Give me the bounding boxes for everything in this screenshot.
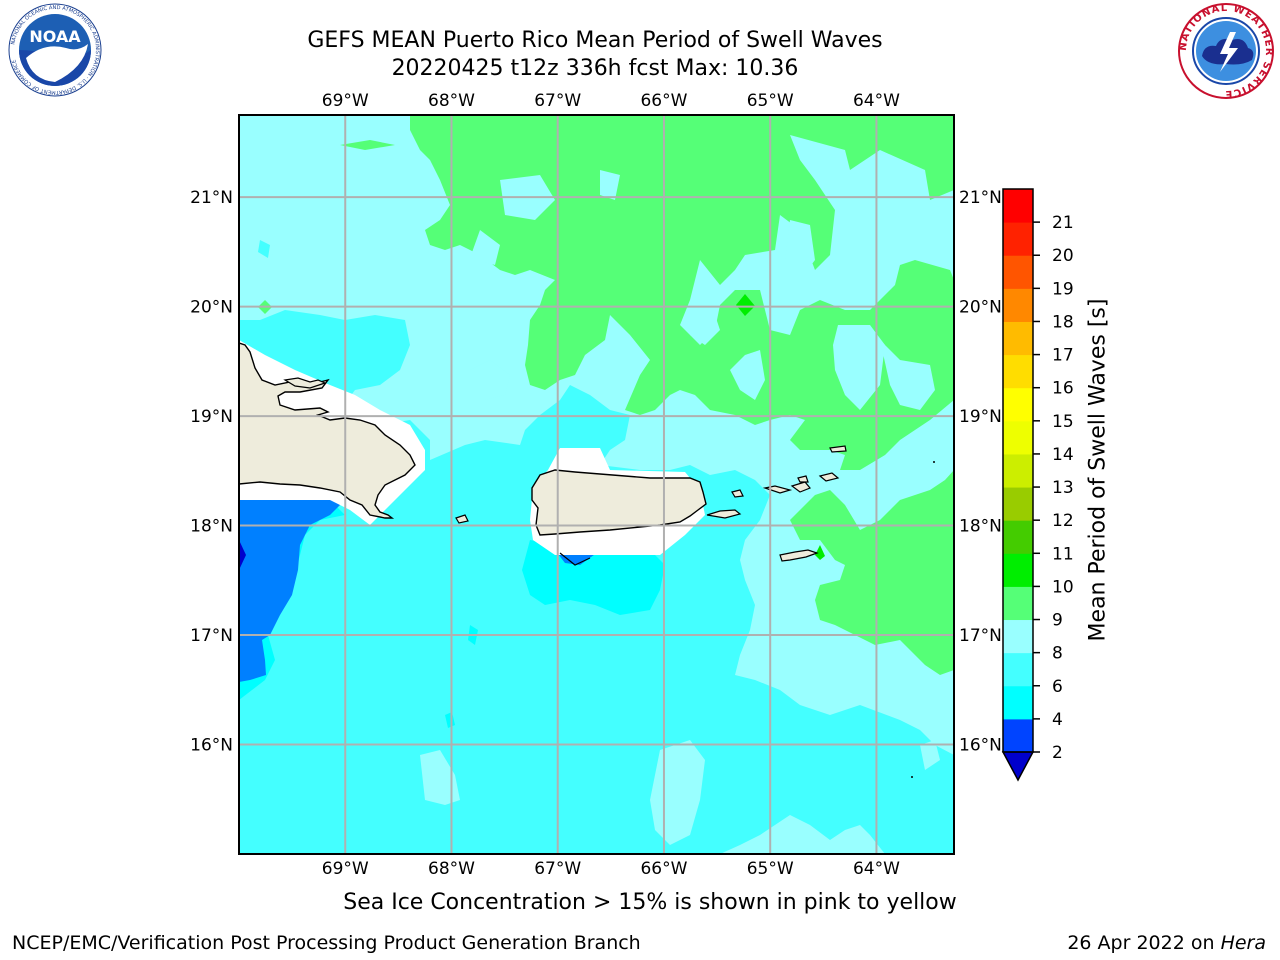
colorbar-tick-label-11: 16	[1052, 379, 1074, 399]
lon-label-bottom-0: 69°W	[322, 859, 369, 879]
colorbar-tick-label-15: 20	[1052, 246, 1074, 266]
colorbar-tick-label-6: 11	[1052, 544, 1074, 564]
footer-branch: NCEP/EMC/Verification Post Processing Pr…	[12, 932, 641, 954]
lon-label-top-5: 64°W	[853, 91, 900, 111]
lon-label-bottom-4: 65°W	[747, 859, 794, 879]
colorbar-outline	[1002, 188, 1034, 753]
lon-label-bottom-3: 66°W	[640, 859, 687, 879]
colorbar-tick-label-7: 12	[1052, 511, 1074, 531]
lon-label-top-0: 69°W	[322, 91, 369, 111]
colorbar-segment-4	[1003, 586, 1033, 621]
lon-label-top-2: 67°W	[534, 91, 581, 111]
noaa-logo-text: NOAA	[29, 27, 81, 46]
colorbar-segment-10	[1003, 387, 1033, 422]
colorbar-segment-6	[1003, 520, 1033, 554]
chart-subtitle: 20220425 t12z 336h fcst Max: 10.36	[391, 56, 799, 81]
colorbar-segment-11	[1003, 354, 1033, 389]
land-st-croix	[779, 549, 819, 562]
lat-label-left-4: 17°N	[190, 626, 233, 646]
colorbar-segment-1	[1003, 685, 1033, 720]
colorbar-segment-16	[1003, 189, 1033, 223]
colorbar-segment-9	[1003, 420, 1033, 455]
map-border	[238, 114, 955, 855]
colorbar-tick-label-10: 15	[1052, 412, 1074, 432]
colorbar-tick-label-14: 19	[1052, 279, 1074, 299]
colorbar-extend-triangle	[1001, 751, 1035, 782]
lat-label-left-1: 20°N	[190, 298, 233, 318]
lat-label-right-0: 21°N	[959, 188, 1002, 208]
colorbar-segment-13	[1003, 288, 1033, 322]
lat-label-left-0: 21°N	[190, 188, 233, 208]
swell-period-field	[239, 115, 954, 854]
lon-label-top-4: 65°W	[747, 91, 794, 111]
colorbar-segment-14	[1003, 255, 1033, 289]
colorbar-segment-2	[1003, 652, 1033, 687]
colorbar-tick-label-9: 14	[1052, 445, 1074, 465]
map-gridlines	[239, 115, 954, 854]
colorbar-segment-7	[1003, 487, 1033, 521]
lat-label-left-3: 18°N	[190, 517, 233, 537]
field-2-4s	[239, 500, 345, 682]
lat-label-right-1: 20°N	[959, 298, 1002, 318]
colorbar-tick-label-16: 21	[1052, 213, 1074, 233]
colorbar-tick-label-12: 17	[1052, 346, 1074, 366]
noaa-logo: NOAA NATIONAL OCEANIC AND ATMOSPHERIC AD…	[8, 3, 102, 97]
lon-label-bottom-5: 64°W	[853, 859, 900, 879]
map-axis-labels: 69°W 69°W 68°W 68°W 67°W 67°W 66°W 66°W 65°W 65°W…	[190, 91, 1002, 879]
colorbar-segment-0	[1003, 718, 1033, 753]
colorbar: 2 4 6 8 9 10 11 12 13 14 15 16 17 18 19 20 21	[1001, 188, 1074, 782]
nws-logo: NATIONAL WEATHER SERVICE	[1178, 3, 1274, 99]
lon-label-bottom-2: 67°W	[534, 859, 581, 879]
lat-label-right-4: 17°N	[959, 626, 1002, 646]
lon-label-top-3: 66°W	[640, 91, 687, 111]
footer-date: 26 Apr 2022 on Hera	[1067, 932, 1266, 954]
lat-label-right-3: 18°N	[959, 517, 1002, 537]
colorbar-tick-label-3: 8	[1052, 644, 1063, 664]
colorbar-tick-label-2: 6	[1052, 677, 1063, 697]
colorbar-segment-3	[1003, 619, 1033, 654]
lat-label-left-2: 19°N	[190, 407, 233, 427]
lat-label-right-2: 19°N	[959, 407, 1002, 427]
lon-label-bottom-1: 68°W	[428, 859, 475, 879]
colorbar-tick-label-8: 13	[1052, 478, 1074, 498]
colorbar-segment-8	[1003, 453, 1033, 488]
sea-ice-caption: Sea Ice Concentration > 15% is shown in …	[343, 890, 957, 915]
field-9-10s-southeast	[790, 470, 954, 675]
colorbar-segment-12	[1003, 321, 1033, 356]
chart-title: GEFS MEAN Puerto Rico Mean Period of Swe…	[307, 28, 883, 53]
colorbar-tick-label-4: 9	[1052, 611, 1063, 631]
colorbar-tick-label-5: 10	[1052, 577, 1074, 597]
lat-label-left-5: 16°N	[190, 736, 233, 756]
lon-label-top-1: 68°W	[428, 91, 475, 111]
colorbar-segment-5	[1003, 553, 1033, 587]
footer-host: Hera	[1220, 932, 1266, 954]
footer-date-text: 26 Apr 2022 on	[1067, 932, 1221, 954]
colorbar-segment-15	[1003, 222, 1033, 256]
lat-label-right-5: 16°N	[959, 736, 1002, 756]
land-puerto-rico	[531, 469, 707, 536]
colorbar-tick-label-0: 2	[1052, 743, 1063, 763]
colorbar-label: Mean Period of Swell Waves [s]	[1085, 298, 1111, 642]
colorbar-tick-label-1: 4	[1052, 710, 1063, 730]
colorbar-tick-label-13: 18	[1052, 312, 1074, 332]
